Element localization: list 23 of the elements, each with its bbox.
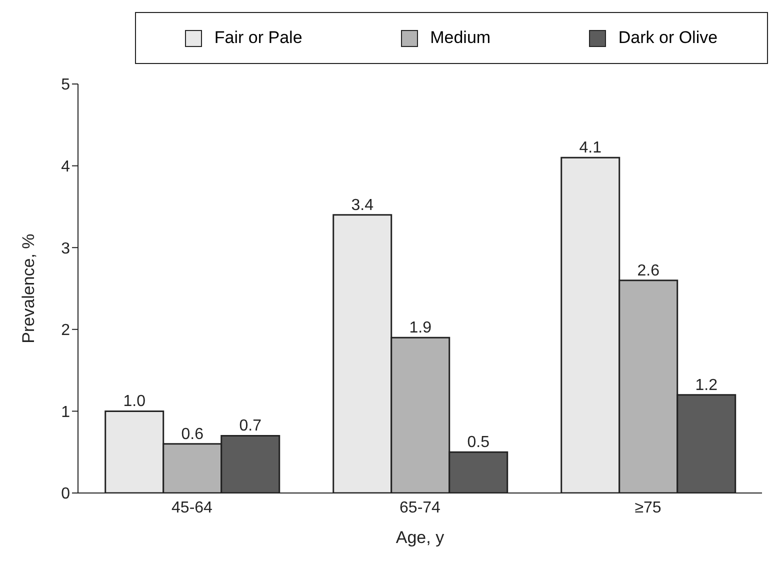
y-tick-label: 2 — [61, 322, 70, 340]
data-label: 1.0 — [123, 393, 146, 410]
data-label: 4.1 — [579, 140, 602, 157]
data-label: 3.4 — [351, 196, 374, 214]
data-label: 0.7 — [239, 418, 262, 435]
data-label: 2.6 — [637, 262, 660, 280]
data-label: 1.2 — [695, 376, 718, 394]
x-tick-label: ≥75 — [634, 499, 662, 516]
y-tick-label: 5 — [61, 76, 70, 94]
legend-label: Dark or Olive — [617, 28, 718, 48]
x-tick-label: 65-74 — [400, 499, 441, 516]
x-tick-label: 45-64 — [172, 499, 213, 516]
data-label: 0.5 — [467, 434, 490, 452]
x-axis-title: Age, y — [396, 528, 445, 547]
data-label: 1.9 — [409, 320, 432, 337]
y-tick-label: 3 — [61, 240, 70, 258]
y-axis-title: Prevalence, % — [19, 234, 38, 344]
y-tick-label: 0 — [61, 486, 70, 503]
y-tick-label: 1 — [61, 404, 70, 421]
legend-label: Medium — [429, 28, 491, 48]
y-tick-label: 4 — [61, 158, 70, 176]
legend-label: Fair or Pale — [213, 28, 302, 48]
data-label: 0.6 — [181, 426, 204, 443]
